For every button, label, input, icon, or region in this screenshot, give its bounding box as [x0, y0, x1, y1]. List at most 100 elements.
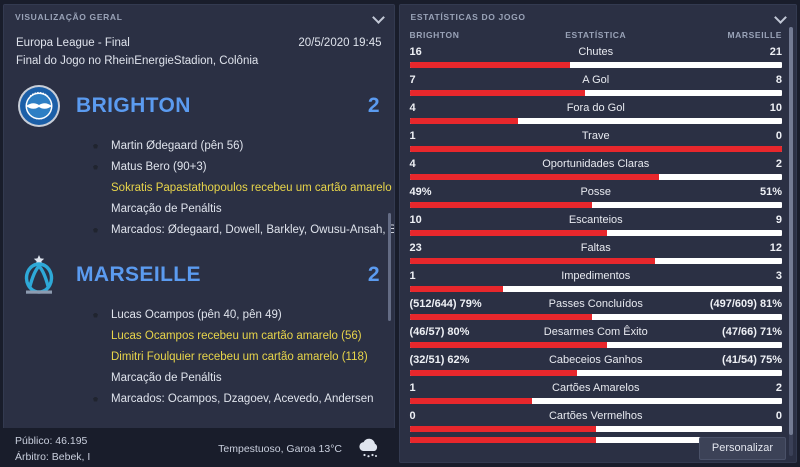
stat-bar-home-fill [409, 258, 656, 264]
stat-home-value: 1 [409, 382, 416, 394]
stat-away-value: 21 [769, 46, 782, 58]
stat-row: 23 Faltas 12 [409, 240, 782, 268]
stat-bar [409, 286, 782, 292]
rain-cloud-icon [355, 438, 383, 460]
stat-row: 4 Fora do Gol 10 [409, 100, 782, 128]
event-row: Matus Bero (90+3) [4, 157, 394, 178]
event-row: Marcados: Ocampos, Dzagoev, Acevedo, And… [4, 389, 394, 410]
event-text: Dimitri Foulquier recebeu um cartão amar… [111, 351, 368, 363]
stat-row: 4 Oportunidades Claras 2 [409, 156, 782, 184]
event-row: Lucas Ocampos (pên 40, pên 49) [4, 305, 394, 326]
stat-row: 1 Trave 0 [409, 128, 782, 156]
stat-row: 1 Impedimentos 3 [409, 268, 782, 296]
stat-bar-home-fill [409, 437, 596, 443]
team-score: 2 [367, 263, 380, 286]
stat-row: 1 Cartões Amarelos 2 [409, 380, 782, 408]
stat-bar-home-fill [409, 426, 596, 432]
stat-bar-home-fill [409, 90, 585, 96]
stats-panel-header: ESTATÍSTICAS DO JOGO [399, 5, 796, 29]
team-name[interactable]: BRIGHTON [76, 94, 191, 117]
event-row: Marcação de Penáltis [4, 199, 394, 220]
teams-scroll-area: BRIGHTON 2 Martin Ødegaard (pên 56) Matus B… [4, 78, 394, 431]
team-score: 2 [367, 94, 380, 117]
stat-bar [409, 426, 782, 432]
team-block: BRIGHTON 2 Martin Ødegaard (pên 56) Matus B… [4, 78, 394, 247]
stat-bar-home-fill [409, 146, 782, 152]
match-overview-panel: VISUALIZAÇÃO GERAL Europa League - Final… [3, 4, 395, 432]
match-info-bar: Público: 46.195 Árbitro: Bebek, I Tempes… [3, 428, 395, 467]
stat-bar [409, 258, 782, 264]
stats-home-header: BRIGHTON [409, 30, 460, 40]
stat-row: (32/51) 62% Cabeceios Ganhos (41/54) 75% [409, 352, 782, 380]
event-text: Matus Bero (90+3) [111, 161, 207, 173]
event-text: Martin Ødegaard (pên 56) [111, 140, 244, 152]
event-list: Martin Ødegaard (pên 56) Matus Bero (90+3… [4, 134, 394, 245]
stats-away-header: MARSEILLE [727, 30, 783, 40]
stat-away-value: 3 [775, 270, 782, 282]
stat-away-value: 9 [775, 214, 782, 226]
team-header[interactable]: MARSEILLE 2 [4, 247, 394, 303]
stat-bar-home-fill [409, 314, 593, 320]
stat-row: (512/644) 79% Passes Concluídos (497/609) … [409, 296, 782, 324]
stat-away-value: (497/609) 81% [709, 298, 782, 310]
stat-label: Chutes [578, 46, 614, 58]
chevron-down-icon[interactable] [372, 11, 385, 24]
venue-label: Final do Jogo no RheinEnergieStadion, Co… [16, 55, 259, 67]
attendance-label: Público: 46.195 [15, 434, 88, 447]
stats-column-headers: BRIGHTON ESTATÍSTICA MARSEILLE [400, 29, 797, 44]
event-text: Marcados: Ocampos, Dzagoev, Acevedo, And… [111, 393, 374, 405]
event-text: Marcação de Penáltis [111, 203, 222, 215]
match-meta: Europa League - Final 20/5/2020 19:45 Fi… [4, 29, 394, 78]
stat-bar [409, 342, 782, 348]
team-name[interactable]: MARSEILLE [76, 263, 201, 286]
event-text: Marcação de Penáltis [111, 372, 222, 384]
event-text: Marcados: Ødegaard, Dowell, Barkley, Owu… [111, 224, 394, 236]
stat-bar [409, 370, 782, 376]
stat-label: Cartões Vermelhos [548, 410, 643, 422]
overview-panel-title: VISUALIZAÇÃO GERAL [15, 12, 123, 22]
stat-bar-home-fill [409, 174, 660, 180]
stat-label: Desarmes Com Êxito [543, 326, 648, 338]
stat-bar [409, 202, 782, 208]
stat-label: Passes Concluídos [548, 298, 643, 310]
goal-icon [90, 310, 102, 322]
stat-label: Impedimentos [561, 270, 631, 282]
stat-away-value: 0 [775, 410, 782, 422]
yellow-card-icon [90, 183, 102, 195]
stat-bar-home-fill [409, 202, 593, 208]
stat-home-value: 1 [409, 270, 416, 282]
stats-scrollbar-thumb[interactable] [789, 27, 793, 435]
stat-away-value: 8 [775, 74, 782, 86]
stats-panel-title: ESTATÍSTICAS DO JOGO [410, 12, 526, 22]
event-row: Dimitri Foulquier recebeu um cartão amar… [4, 347, 394, 368]
stat-bar [409, 174, 782, 180]
stat-home-value: 10 [409, 214, 422, 226]
stats-scrollbar[interactable] [789, 27, 793, 456]
stat-home-value: 7 [409, 74, 416, 86]
stat-away-value: 0 [775, 130, 782, 142]
stats-stat-header: ESTATÍSTICA [565, 30, 627, 40]
stat-away-value: 12 [769, 242, 782, 254]
stat-away-value: 2 [775, 382, 782, 394]
stat-label: Cabeceios Ganhos [548, 354, 643, 366]
stat-home-value: (512/644) 79% [409, 298, 482, 310]
stat-bar-home-fill [409, 286, 503, 292]
match-stats-panel: ESTATÍSTICAS DO JOGO BRIGHTON ESTATÍSTIC… [398, 4, 797, 463]
stat-row: 7 A Gol 8 [409, 72, 782, 100]
stat-bar-home-fill [409, 342, 607, 348]
goal-icon [90, 162, 102, 174]
stat-home-value: 0 [409, 410, 416, 422]
team-header[interactable]: BRIGHTON 2 [4, 78, 394, 134]
stat-row: (46/57) 80% Desarmes Com Êxito (47/66) 71% [409, 324, 782, 352]
customize-button[interactable]: Personalizar [698, 437, 786, 460]
stat-bar [409, 314, 782, 320]
chevron-down-icon[interactable] [774, 11, 787, 24]
stats-list: 16 Chutes 21 7 A Gol 8 4 Fora do Gol 10 1 Trave 0 4 O… [400, 44, 797, 462]
referee-label: Árbitro: Bebek, I [15, 450, 91, 463]
weather-label: Tempestuoso, Garoa 13°C [218, 442, 342, 455]
yellow-card-icon [90, 352, 102, 364]
left-panel-scrollbar-thumb[interactable] [387, 213, 391, 321]
stat-label: Trave [581, 130, 610, 142]
goal-icon [90, 141, 102, 153]
